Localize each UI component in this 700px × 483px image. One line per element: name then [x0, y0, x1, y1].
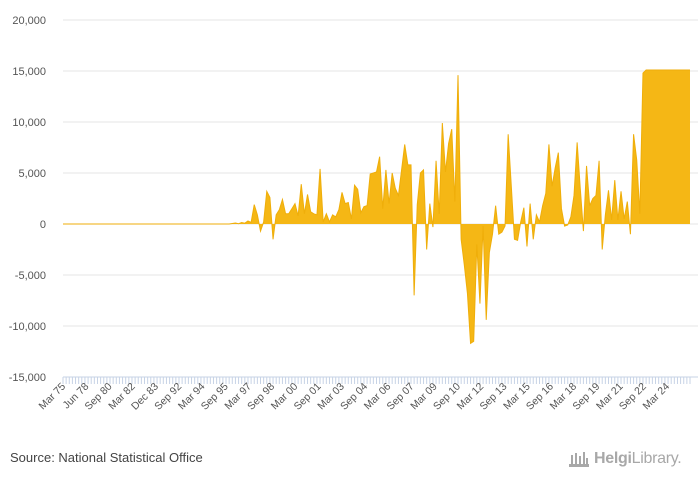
y-tick-label: 10,000 [12, 117, 46, 129]
x-axis [62, 376, 698, 384]
y-tick-label: 0 [40, 219, 46, 231]
area-fill [63, 69, 690, 344]
y-tick-label: 15,000 [12, 66, 46, 78]
y-tick-label: -5,000 [15, 270, 46, 282]
x-tick-label: Mar 24 [641, 381, 673, 413]
x-tick-label: Mar 75 [37, 381, 69, 413]
series-area [63, 69, 690, 345]
y-tick-label: -15,000 [9, 372, 46, 384]
y-tick-label: 20,000 [12, 15, 46, 27]
y-axis: 20,000 15,000 10,000 5,000 0 -5,000 -10,000 -15… [9, 15, 46, 384]
brand-logo: HelgiLibrary. [568, 447, 682, 471]
y-tick-label: -10,000 [9, 321, 46, 333]
area-line [63, 69, 690, 345]
library-icon [569, 452, 589, 467]
brand-name: HelgiLibrary. [594, 450, 682, 467]
chart: 20,000 15,000 10,000 5,000 0 -5,000 -10,000 -15… [9, 15, 698, 413]
source-note: Source: National Statistical Office [10, 450, 203, 465]
y-tick-label: 5,000 [18, 168, 46, 180]
